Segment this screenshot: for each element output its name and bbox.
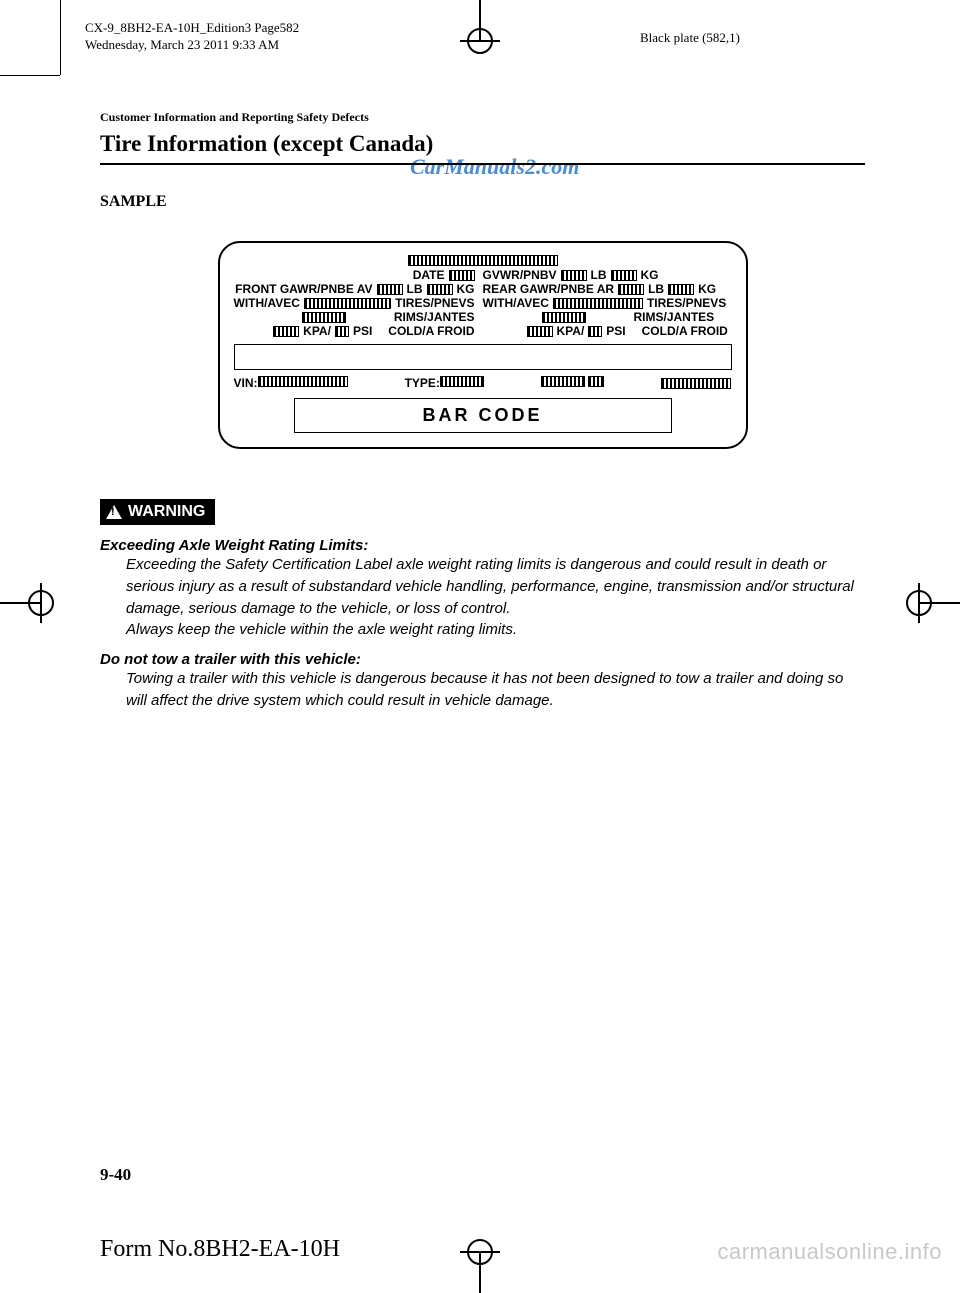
doc-id: CX-9_8BH2-EA-10H_Edition3 Page582 <box>85 20 299 37</box>
form-number: Form No.8BH2-EA-10H <box>100 1236 340 1263</box>
warning-text: WARNING <box>128 503 205 521</box>
kg-label: KG <box>641 268 659 282</box>
warning-body-2: Towing a trailer with this vehicle is da… <box>126 668 865 712</box>
placeholder <box>440 376 484 387</box>
lb-label: LB <box>648 282 664 296</box>
rims-label: RIMS/JANTES <box>394 310 475 324</box>
kg-label: KG <box>457 282 475 296</box>
header-meta: CX-9_8BH2-EA-10H_Edition3 Page582 Wednes… <box>85 20 299 54</box>
placeholder <box>273 326 299 337</box>
doc-timestamp: Wednesday, March 23 2011 9:33 AM <box>85 37 299 54</box>
lb-label: LB <box>591 268 607 282</box>
warning-heading-2: Do not tow a trailer with this vehicle: <box>100 651 865 668</box>
placeholder <box>377 284 403 295</box>
placeholder <box>302 312 346 323</box>
rims-label: RIMS/JANTES <box>634 310 715 324</box>
cold-label: COLD/A FROID <box>388 324 474 338</box>
tires-label: TIRES/PNEVS <box>647 296 726 310</box>
certification-label: DATE GVWR/PNBV LB KG FRONT GAWR/PNBE AV … <box>218 241 748 449</box>
crop-mark <box>0 75 60 76</box>
placeholder <box>588 376 604 387</box>
type-label: TYPE: <box>405 376 440 390</box>
crop-mark <box>467 28 493 54</box>
warning-p1: Exceeding the Safety Certification Label… <box>126 556 854 617</box>
crop-mark <box>28 590 54 616</box>
warning-heading-1: Exceeding Axle Weight Rating Limits: <box>100 537 865 554</box>
title-rule <box>100 163 865 165</box>
page-content: Customer Information and Reporting Safet… <box>100 110 865 722</box>
warning-body-1: Exceeding the Safety Certification Label… <box>126 554 865 641</box>
kpa-label: KPA/ <box>557 324 585 338</box>
crop-mark <box>60 0 61 75</box>
barcode-box: BAR CODE <box>294 398 672 433</box>
kg-label: KG <box>698 282 716 296</box>
placeholder <box>618 284 644 295</box>
section-title: Tire Information (except Canada) <box>100 131 865 157</box>
cold-label: COLD/A FROID <box>642 324 728 338</box>
crop-mark <box>467 1239 493 1265</box>
placeholder <box>427 284 453 295</box>
placeholder <box>335 326 349 337</box>
placeholder <box>661 378 731 389</box>
warning-icon <box>106 505 122 519</box>
sample-label: SAMPLE <box>100 193 865 211</box>
cert-blank-box <box>234 344 732 370</box>
front-gawr-label: FRONT GAWR/PNBE AV <box>235 282 372 296</box>
kpa-label: KPA/ <box>303 324 331 338</box>
header-plate: Black plate (582,1) <box>640 30 740 46</box>
gvwr-label: GVWR/PNBV <box>483 268 557 282</box>
psi-label: PSI <box>353 324 372 338</box>
placeholder <box>668 284 694 295</box>
rear-gawr-label: REAR GAWR/PNBE AR <box>483 282 615 296</box>
placeholder <box>588 326 602 337</box>
with-avec-label: WITH/AVEC <box>234 296 300 310</box>
warning-p1b: Always keep the vehicle within the axle … <box>126 621 517 638</box>
lb-label: LB <box>407 282 423 296</box>
psi-label: PSI <box>606 324 625 338</box>
placeholder <box>449 270 475 281</box>
placeholder <box>304 298 391 309</box>
vin-label: VIN: <box>234 376 258 390</box>
placeholder <box>541 376 585 387</box>
watermark-bottom: carmanualsonline.info <box>717 1239 942 1265</box>
placeholder <box>542 312 586 323</box>
placeholder <box>258 376 348 387</box>
with-avec-label: WITH/AVEC <box>483 296 549 310</box>
breadcrumb: Customer Information and Reporting Safet… <box>100 110 865 125</box>
warning-badge: WARNING <box>100 499 215 525</box>
placeholder <box>553 298 643 309</box>
tires-label: TIRES/PNEVS <box>395 296 474 310</box>
placeholder <box>561 270 587 281</box>
page-number: 9-40 <box>100 1165 131 1185</box>
date-label: DATE <box>413 268 445 282</box>
placeholder <box>611 270 637 281</box>
placeholder <box>527 326 553 337</box>
placeholder <box>408 255 558 266</box>
crop-mark <box>906 590 932 616</box>
